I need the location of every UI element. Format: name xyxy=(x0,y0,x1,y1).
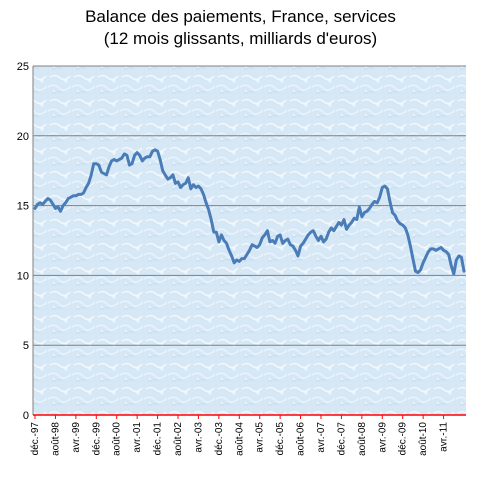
x-tick-label: déc.-99 xyxy=(91,422,102,456)
x-tick-label: août-98 xyxy=(50,422,61,456)
y-axis: 0 5 10 15 20 25 xyxy=(17,61,29,422)
chart-title-line-2: (12 mois glissants, milliards d'euros) xyxy=(103,29,378,48)
x-tick-label: avr.-07 xyxy=(316,422,327,453)
x-tick-label: avr.-09 xyxy=(377,422,388,453)
x-tick-label: déc.-09 xyxy=(398,422,409,456)
x-tick-label: avr.-01 xyxy=(132,422,143,453)
x-tick-label: avr.-99 xyxy=(71,422,82,453)
chart-title: Balance des paiements, France, services … xyxy=(0,6,481,50)
series-group xyxy=(33,148,466,276)
x-tick-label: déc.-01 xyxy=(153,422,164,456)
x-tick-label: déc.-07 xyxy=(336,422,347,456)
x-axis: déc.-97 août-98 avr.-99 déc.-99 août-00 avr.-… xyxy=(30,414,466,456)
x-tick-label: avr.-03 xyxy=(193,422,204,453)
series-line xyxy=(33,148,466,276)
y-tick-label: 10 xyxy=(17,270,29,282)
x-tick-label: août-06 xyxy=(296,422,307,456)
x-tick-label: août-00 xyxy=(112,422,123,456)
x-tick-label: avr.-11 xyxy=(439,422,450,452)
grid-lines xyxy=(33,65,466,346)
x-tick-label: déc.-05 xyxy=(275,422,286,456)
y-tick-label: 25 xyxy=(17,61,29,73)
x-tick-label: août-04 xyxy=(234,422,245,456)
y-tick-label: 5 xyxy=(23,340,29,352)
plot-area xyxy=(33,66,466,415)
x-tick-label: déc.-03 xyxy=(214,422,225,456)
x-tick-label: août-08 xyxy=(357,422,368,456)
x-tick-label: août-10 xyxy=(418,422,429,456)
x-tick-label: avr.-05 xyxy=(255,422,266,453)
x-tick-label: déc.-97 xyxy=(30,422,41,456)
y-tick-label: 20 xyxy=(17,131,29,143)
chart-title-line-1: Balance des paiements, France, services xyxy=(85,7,396,26)
y-tick-label: 0 xyxy=(23,410,29,422)
x-tick-label: août-02 xyxy=(173,422,184,456)
y-tick-label: 15 xyxy=(17,201,29,213)
